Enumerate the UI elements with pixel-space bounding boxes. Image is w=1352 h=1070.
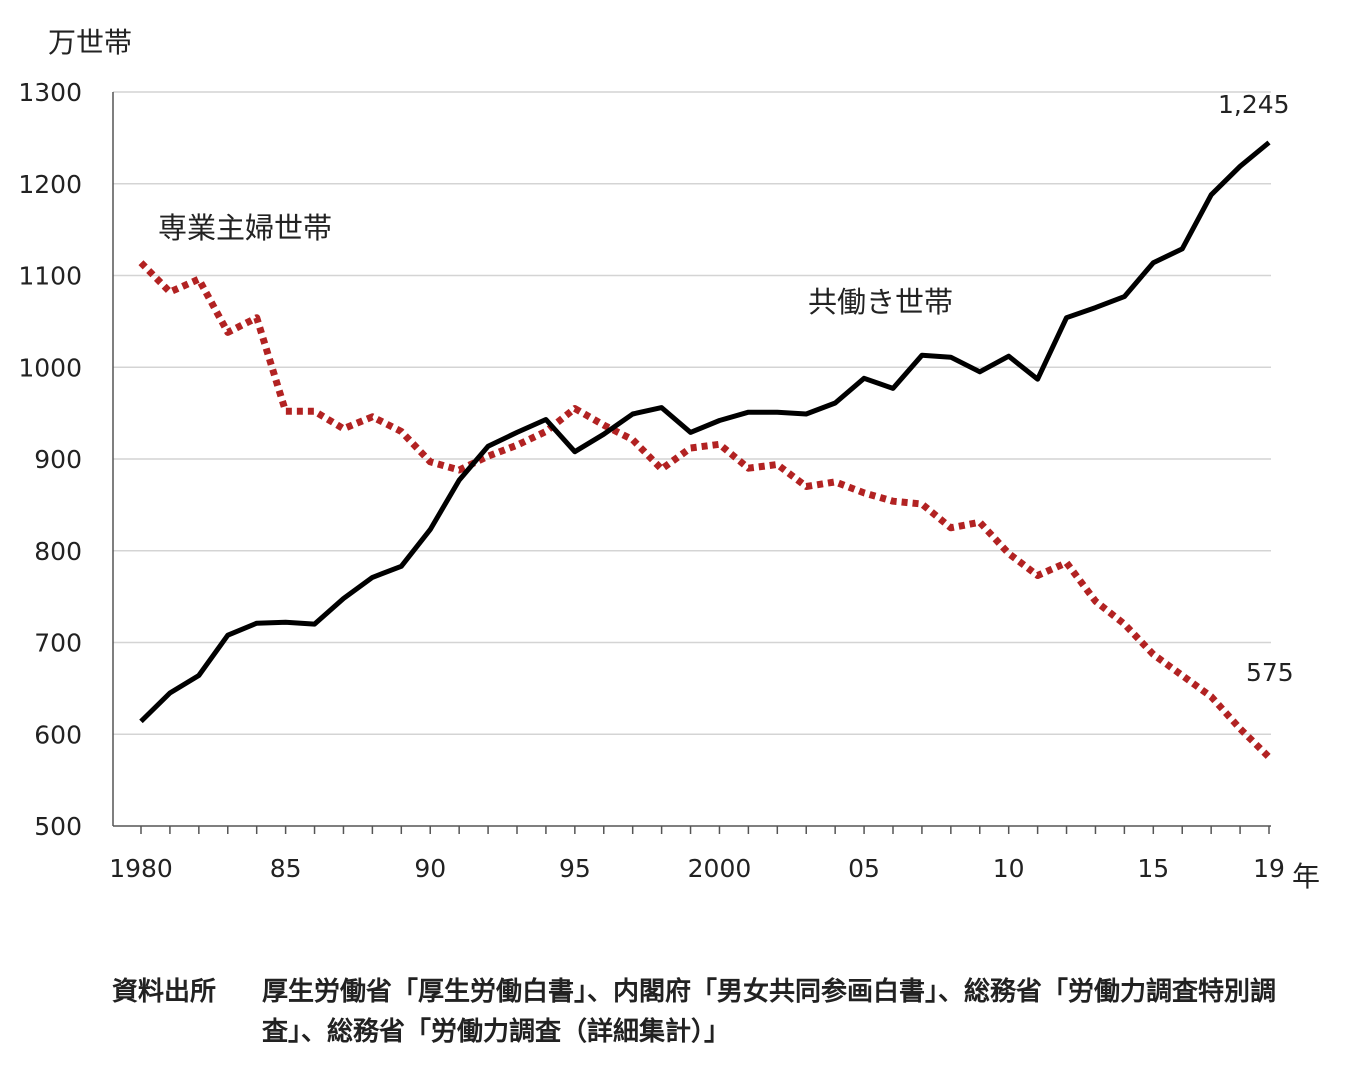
- x-tick-label: 15: [1137, 854, 1169, 883]
- x-tick-label: 85: [270, 854, 302, 883]
- x-tick-label: 05: [848, 854, 880, 883]
- series-line-dual-income: [139, 140, 1271, 724]
- x-axis-unit: 年: [1292, 860, 1320, 893]
- end-label-housewife: 575: [1246, 658, 1294, 687]
- y-axis-unit: 万世帯: [48, 26, 132, 59]
- line-chart: 500 600 700 800 900 1000 1100 1200 1300 1980 85 90…: [18, 26, 1320, 893]
- y-tick-label: 700: [34, 629, 82, 658]
- y-tick-label: 1000: [18, 353, 82, 382]
- axes: [112, 92, 1271, 827]
- y-tick-label: 800: [34, 537, 82, 566]
- series-label-dual-income: 共働き世帯: [808, 285, 953, 319]
- y-tick-label: 1200: [18, 170, 82, 199]
- x-tick-label: 2000: [688, 854, 752, 883]
- end-label-dual-income: 1,245: [1218, 90, 1290, 119]
- gridlines: [113, 91, 1271, 735]
- source-text: 厚生労働省「厚生労働白書」、内閣府「男女共同参画白書」、総務省「労働力調査特別調…: [262, 977, 1277, 1047]
- y-tick-label: 1100: [18, 262, 82, 291]
- x-tick-label: 90: [414, 854, 446, 883]
- y-tick-label: 900: [34, 445, 82, 474]
- y-axis-ticks: 500 600 700 800 900 1000 1100 1200 1300: [18, 78, 82, 841]
- x-tick-label: 19: [1253, 854, 1285, 883]
- x-tick-label: 95: [559, 854, 591, 883]
- y-tick-label: 600: [34, 720, 82, 749]
- x-axis-ticks: 1980 85 90 95 2000 05 10 15 19 年: [109, 826, 1320, 893]
- x-tick-label: 10: [993, 854, 1025, 883]
- series-lines: [138, 140, 1272, 760]
- series-label-housewife: 専業主婦世帯: [158, 211, 332, 245]
- source-label: 資料出所: [112, 977, 217, 1007]
- y-tick-label: 1300: [18, 78, 82, 107]
- y-tick-label: 500: [34, 812, 82, 841]
- series-line-housewife: [138, 260, 1272, 760]
- x-tick-label: 1980: [109, 854, 173, 883]
